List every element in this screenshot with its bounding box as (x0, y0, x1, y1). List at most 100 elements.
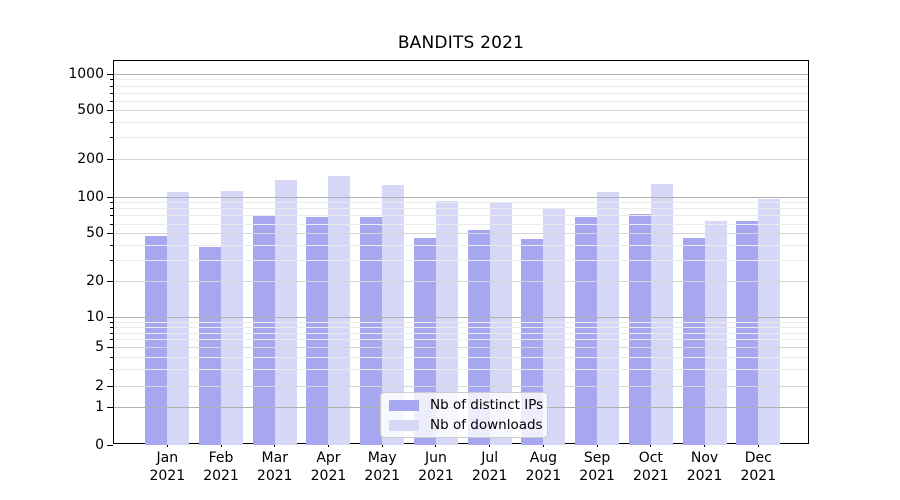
x-tick-mark (542, 443, 544, 447)
x-tick-mark (650, 443, 652, 447)
y-tick-mark (107, 158, 113, 160)
gridline-minor (114, 137, 808, 139)
x-tick-mark (596, 443, 598, 447)
legend-swatch-distinct-ips (389, 399, 419, 411)
bar-nb-of-downloads-jan (167, 192, 190, 445)
y-minor-tick-mark (110, 202, 113, 204)
x-tick-month: Aug (529, 450, 558, 466)
y-tick-mark (107, 196, 113, 198)
x-tick-label: Jun 2021 (407, 450, 465, 485)
y-minor-tick-mark (110, 92, 113, 94)
x-tick-month: Nov (690, 450, 719, 466)
y-minor-tick-mark (110, 321, 113, 323)
x-tick-year: 2021 (525, 467, 562, 484)
bar-nb-of-downloads-apr (328, 175, 351, 445)
x-tick-year: 2021 (418, 467, 454, 484)
x-tick-month: Apr (316, 450, 341, 466)
gridline-minor (114, 100, 808, 102)
y-tick-mark (107, 281, 113, 283)
x-tick-label: Mar 2021 (246, 450, 304, 485)
x-tick-month: Jul (481, 450, 499, 466)
gridline-minor (114, 79, 808, 81)
x-tick-label: May 2021 (353, 450, 411, 485)
bar-nb-of-downloads-feb (221, 191, 244, 445)
y-tick-mark (107, 407, 113, 409)
y-minor-tick-mark (110, 368, 113, 370)
x-tick-year: 2021 (471, 467, 508, 484)
y-minor-tick-mark (110, 208, 113, 210)
gridline-major (114, 196, 808, 198)
x-tick-label: Apr 2021 (299, 450, 357, 485)
legend-label-distinct-ips: Nb of distinct IPs (430, 397, 544, 413)
legend: Nb of distinct IPs Nb of downloads (380, 392, 548, 438)
x-tick-mark (435, 443, 437, 447)
y-tick-mark (107, 317, 113, 319)
bar-nb-of-distinct-ips-dec (736, 220, 759, 445)
x-tick-label: Aug 2021 (514, 450, 572, 485)
bar-nb-of-downloads-jul (489, 202, 512, 445)
y-minor-tick-mark (110, 356, 113, 358)
y-tick-label: 10 (86, 309, 104, 326)
x-tick-label: Jan 2021 (138, 450, 196, 485)
bar-nb-of-distinct-ips-apr (306, 216, 329, 445)
y-minor-tick-mark (110, 332, 113, 334)
x-tick-label: Dec 2021 (729, 450, 787, 485)
x-tick-mark (704, 443, 706, 447)
y-tick-label: 200 (77, 150, 104, 167)
x-tick-year: 2021 (149, 467, 186, 484)
y-minor-tick-mark (110, 137, 113, 139)
y-minor-tick-mark (110, 244, 113, 246)
x-tick-year: 2021 (310, 467, 347, 484)
y-tick-mark (107, 385, 113, 387)
bar-nb-of-distinct-ips-jan (145, 235, 168, 445)
bar-nb-of-distinct-ips-mar (252, 215, 275, 445)
y-tick-label: 100 (77, 188, 104, 205)
y-tick-label: 5 (95, 339, 104, 356)
y-minor-tick-mark (110, 339, 113, 341)
y-tick-label: 0 (95, 436, 104, 453)
y-tick-mark (107, 73, 113, 75)
x-tick-label: Feb 2021 (192, 450, 250, 485)
x-tick-month: Jan (156, 450, 179, 466)
y-tick-label: 1000 (68, 65, 104, 82)
y-tick-label: 2 (95, 377, 104, 394)
y-minor-tick-mark (110, 79, 113, 81)
bar-nb-of-distinct-ips-nov (682, 238, 705, 445)
legend-row-downloads: Nb of downloads (389, 417, 543, 433)
bar-nb-of-downloads-mar (274, 180, 297, 445)
x-tick-mark (489, 443, 491, 447)
gridline-minor (114, 122, 808, 124)
bar-nb-of-downloads-oct (650, 184, 673, 445)
y-minor-tick-mark (110, 122, 113, 124)
x-tick-month: Sep (583, 450, 611, 466)
gridline-minor (114, 202, 808, 204)
y-tick-label: 1 (95, 399, 104, 416)
bar-nb-of-distinct-ips-sep (575, 217, 598, 445)
legend-swatch-downloads (389, 419, 419, 431)
y-minor-tick-mark (110, 85, 113, 87)
y-minor-tick-mark (110, 260, 113, 262)
x-tick-mark (274, 443, 276, 447)
x-tick-year: 2021 (686, 467, 723, 484)
x-tick-year: 2021 (203, 467, 239, 484)
bar-nb-of-distinct-ips-may (360, 216, 383, 445)
x-tick-label: Sep 2021 (568, 450, 626, 485)
bar-nb-of-distinct-ips-feb (199, 246, 222, 445)
y-tick-label: 50 (86, 225, 104, 242)
x-tick-month: Mar (261, 450, 288, 466)
x-tick-mark (381, 443, 383, 447)
x-tick-month: Jun (424, 450, 447, 466)
bar-nb-of-distinct-ips-oct (628, 214, 651, 445)
plot-area: 0 1 2 5 10 20 50 100 200 500 1000 Jan 2021 Feb 2021 Mar… (68, 60, 809, 484)
x-tick-mark (166, 443, 168, 447)
bar-nb-of-distinct-ips-jul (467, 229, 490, 445)
bar-nb-of-downloads-may (382, 184, 405, 445)
gridline (114, 110, 808, 112)
bar-nb-of-downloads-nov (704, 220, 727, 445)
y-tick-mark (107, 347, 113, 349)
x-tick-month: Dec (744, 450, 772, 466)
y-minor-tick-mark (110, 223, 113, 225)
legend-row-distinct-ips: Nb of distinct IPs (389, 397, 543, 413)
chart-title: BANDITS 2021 (397, 33, 525, 53)
